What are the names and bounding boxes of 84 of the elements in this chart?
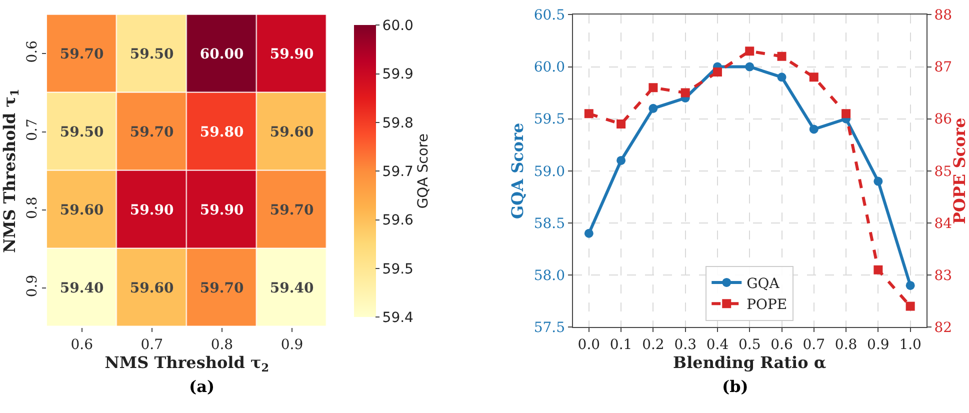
text: (b) <box>722 377 748 396</box>
point <box>584 228 594 238</box>
point <box>906 302 915 311</box>
color-bar-label: 59.8 <box>382 115 414 132</box>
y2-axis-title: POPE Score <box>950 118 969 224</box>
point <box>680 88 690 98</box>
y-tick-label: 58.0 <box>534 268 566 284</box>
data-label: 59.90 <box>130 202 174 219</box>
color-bar-title: GQA Score <box>415 134 432 209</box>
legend-label: POPE <box>746 297 788 314</box>
data-label: 59.40 <box>60 280 104 297</box>
point <box>809 124 818 134</box>
data-label: 59.70 <box>270 202 314 219</box>
data-label: 59.70 <box>60 46 104 63</box>
x-axis-title: Blending Ratio α <box>673 352 826 372</box>
y2-tick-label: 82 <box>934 320 952 336</box>
point <box>842 109 851 118</box>
y-tick-label: 59.0 <box>534 164 566 180</box>
x-tick-label: 0.3 <box>674 336 696 353</box>
color-bar-label: 59.9 <box>382 66 414 83</box>
point <box>616 156 626 165</box>
x-tick-label: 0.9 <box>280 336 304 353</box>
x-tick-label: 0.1 <box>610 336 632 353</box>
y2-tick-label: 85 <box>934 164 952 180</box>
legend-label: GQA <box>746 276 780 292</box>
data-label: 59.90 <box>270 46 314 63</box>
y2-tick-label: 87 <box>934 60 952 76</box>
point <box>874 265 883 274</box>
x-tick-label: 0.6 <box>70 336 94 353</box>
text: (a) <box>189 377 215 396</box>
y2-tick-label: 88 <box>934 8 952 24</box>
point <box>712 67 722 76</box>
data-label: 59.80 <box>200 124 244 141</box>
point <box>648 104 658 113</box>
point <box>906 280 915 290</box>
data-label: 59.40 <box>270 280 314 297</box>
x-tick-label: 0.7 <box>802 336 826 353</box>
y-tick-label: 0.7 <box>24 118 40 141</box>
x-tick-label: 0.8 <box>834 336 858 353</box>
data-label: 59.60 <box>60 202 104 219</box>
data-label: 59.90 <box>200 202 244 219</box>
y-tick-label: 57.5 <box>534 320 566 336</box>
y-tick-label: 59.5 <box>534 112 566 128</box>
y-tick-label: 0.6 <box>24 40 40 63</box>
color-bar-label: 59.7 <box>382 164 414 180</box>
x-tick-label: 0.2 <box>642 336 664 353</box>
x-tick-label: 0.7 <box>140 336 164 353</box>
x-tick-label: 0.6 <box>770 336 793 353</box>
color-bar-label: 60.0 <box>382 18 414 34</box>
point <box>777 52 786 61</box>
point <box>777 72 786 82</box>
x-tick-label: 0.5 <box>738 336 761 353</box>
y-tick-label: 60.5 <box>534 8 566 24</box>
data-label: 59.50 <box>60 124 104 141</box>
point <box>648 83 658 92</box>
y-tick-label: 58.5 <box>534 216 566 232</box>
point <box>616 120 626 129</box>
data-label: 59.70 <box>130 124 174 141</box>
color-bar-label: 59.5 <box>382 261 414 278</box>
y-axis-title: GQA Score <box>508 122 527 219</box>
data-label: 59.50 <box>130 46 174 63</box>
x-axis-title: NMS Threshold τ$_{2}$ <box>104 352 270 374</box>
x-tick-label: 0.0 <box>578 336 600 353</box>
point <box>809 72 818 82</box>
y2-tick-label: 84 <box>934 216 952 232</box>
y2-tick-label: 86 <box>934 112 952 128</box>
point <box>745 46 754 56</box>
point <box>584 109 594 118</box>
y-tick-label: 0.8 <box>24 196 40 219</box>
x-tick-label: 0.4 <box>706 336 729 353</box>
y-tick-label: 0.9 <box>24 274 40 298</box>
color-bar-label: 59.4 <box>382 310 414 326</box>
y-tick-label: 60.0 <box>534 60 566 76</box>
x-tick-label: 1.0 <box>899 336 922 353</box>
data-label: 59.70 <box>200 280 244 297</box>
point <box>745 62 754 72</box>
x-tick-label: 0.8 <box>210 336 234 353</box>
data-label: 59.60 <box>270 124 314 141</box>
y2-tick-label: 83 <box>934 268 952 284</box>
data-label: 60.00 <box>200 46 244 63</box>
x-tick-label: 0.9 <box>867 336 890 353</box>
color-bar-label: 59.6 <box>382 212 414 229</box>
data-label: 59.60 <box>130 280 174 297</box>
point <box>874 176 883 186</box>
